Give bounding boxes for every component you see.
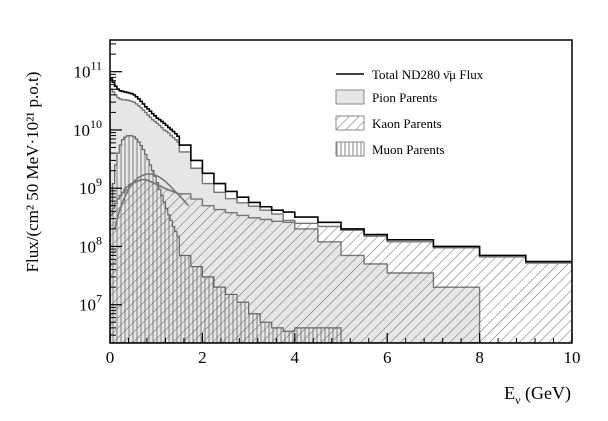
legend-swatch-kaon [335, 115, 365, 131]
axis-ticks: 0 2 4 6 8 10 107 108 109 1010 1011 [73, 43, 581, 367]
x-tick-label: 10 [564, 348, 581, 367]
x-axis-label-sub: ν [515, 393, 521, 407]
x-axis-label-main: E [504, 383, 515, 403]
legend-swatch-pion [335, 89, 365, 105]
legend-label-total: Total ND280 ν̄μ Flux [372, 67, 484, 82]
x-axis-label: Eν (GeV) [504, 383, 571, 407]
y-tick-label: 1010 [73, 117, 102, 140]
series-muon-envelope [113, 173, 190, 230]
x-tick-label: 0 [106, 348, 115, 367]
x-tick-label: 6 [383, 348, 392, 367]
plot-frame [109, 39, 573, 344]
legend-label-muon: Muon Parents [372, 142, 445, 157]
y-tick-label: 108 [79, 233, 102, 256]
legend-label-kaon: Kaon Parents [372, 116, 442, 131]
legend-label-pion: Pion Parents [372, 90, 437, 105]
plot-area [110, 78, 572, 343]
legend: Total ND280 ν̄μ Flux Pion Parents Kaon P… [335, 67, 484, 157]
x-tick-label: 4 [291, 348, 300, 367]
series-total-line [110, 78, 572, 263]
x-axis-label-unit: (GeV) [521, 383, 571, 404]
series-muon-fill [110, 134, 342, 343]
y-tick-label: 1011 [73, 59, 102, 82]
x-tick-label: 2 [198, 348, 207, 367]
x-tick-label: 8 [475, 348, 484, 367]
y-tick-label: 109 [79, 175, 102, 198]
legend-swatch-muon [335, 141, 365, 157]
y-axis-label: Flux/(cm² 50 MeV·10²¹ p.o.t) [23, 72, 42, 273]
y-tick-label: 107 [79, 292, 102, 315]
